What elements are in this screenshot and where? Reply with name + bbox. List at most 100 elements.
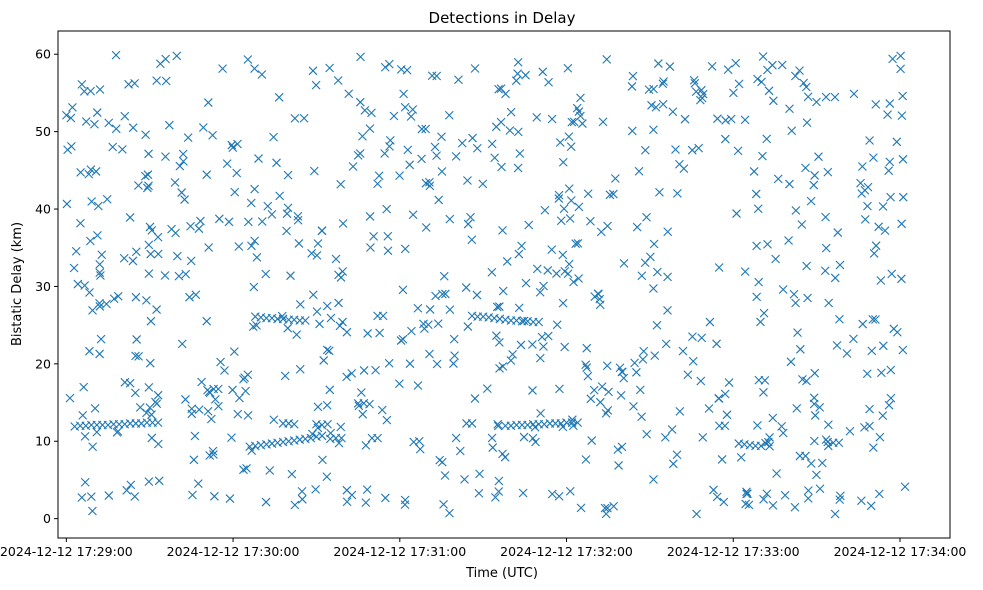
detection-point (514, 303, 524, 313)
detection-point (338, 267, 348, 276)
detection-point (359, 398, 369, 408)
detection-point (532, 113, 542, 122)
detection-point (799, 78, 809, 88)
detection-point (714, 263, 724, 272)
detection-point (514, 249, 524, 259)
detection-point (806, 459, 816, 468)
detection-point (95, 85, 105, 94)
detection-point (62, 199, 72, 209)
detection-point (202, 170, 212, 180)
detection-point (80, 281, 90, 290)
detection-point (104, 491, 114, 500)
detection-point (707, 62, 717, 71)
detection-point (885, 99, 895, 108)
detection-point (810, 368, 820, 378)
detection-point (723, 65, 733, 74)
detection-point (214, 401, 223, 411)
detection-point (602, 361, 612, 371)
detection-point (172, 251, 182, 261)
detection-point (866, 501, 876, 511)
detection-point (140, 171, 150, 181)
detection-point (431, 291, 440, 301)
detection-point (632, 222, 642, 232)
detection-point (186, 256, 196, 266)
detection-point (269, 415, 279, 425)
detection-point (445, 305, 455, 314)
detection-point (671, 145, 680, 154)
detection-point (444, 110, 454, 120)
detection-point (297, 486, 307, 496)
detection-point (294, 239, 304, 248)
detection-point (590, 292, 600, 302)
detection-point (821, 212, 830, 222)
detection-point (482, 384, 492, 393)
detection-point (202, 316, 212, 326)
detection-point (672, 450, 682, 460)
detection-point (161, 54, 171, 64)
detection-point (257, 217, 267, 226)
detection-point (119, 253, 129, 263)
detection-point (358, 409, 368, 419)
detection-point (617, 442, 627, 452)
detection-point (493, 419, 503, 429)
detection-point (539, 281, 548, 291)
detection-point (720, 421, 730, 431)
detection-point (131, 351, 140, 361)
detection-point (631, 367, 641, 377)
detection-point (785, 179, 794, 189)
detection-point (141, 130, 151, 140)
detection-point (830, 509, 840, 519)
detection-point (466, 212, 475, 222)
detection-point (382, 415, 392, 425)
detection-point (220, 366, 229, 375)
detection-point (374, 171, 384, 181)
detection-point (394, 379, 404, 389)
detection-point (203, 406, 213, 416)
detection-point (449, 334, 459, 344)
detection-point (135, 402, 145, 412)
detection-point (563, 63, 573, 73)
detection-point (463, 219, 473, 229)
detection-point (871, 315, 880, 324)
detection-point (307, 248, 317, 258)
detection-point (389, 111, 399, 121)
detection-point (437, 167, 447, 176)
detection-point (543, 331, 553, 341)
detection-point (521, 70, 530, 80)
detection-point (768, 501, 778, 510)
detection-point (867, 346, 877, 356)
detection-point (888, 54, 897, 64)
detection-point (883, 110, 892, 120)
detection-point (96, 271, 105, 280)
detection-point (814, 152, 823, 162)
detection-point (651, 102, 661, 112)
detection-point (113, 291, 123, 301)
detection-point (640, 258, 650, 268)
detection-point (326, 313, 336, 323)
detection-point (487, 267, 497, 277)
y-tick-label: 60 (35, 47, 51, 62)
detection-point (454, 75, 463, 85)
detection-point (125, 213, 135, 222)
detection-point (228, 385, 237, 395)
detection-point (878, 202, 888, 211)
detection-point (536, 408, 545, 418)
detection-point (898, 192, 908, 202)
detection-point (792, 403, 802, 413)
detection-point (145, 358, 155, 368)
detection-point (576, 503, 586, 513)
detection-point (277, 311, 287, 321)
detection-point (434, 195, 444, 205)
detection-point (209, 450, 218, 459)
detection-point (897, 219, 907, 229)
detection-point (696, 376, 706, 386)
detection-point (250, 64, 259, 73)
detection-point (863, 201, 872, 211)
detection-point (856, 178, 865, 188)
detection-point (205, 388, 215, 398)
detection-point (637, 271, 647, 281)
detection-point (566, 196, 576, 205)
detection-point (642, 429, 652, 439)
detection-point (252, 253, 262, 262)
detection-point (347, 490, 357, 500)
